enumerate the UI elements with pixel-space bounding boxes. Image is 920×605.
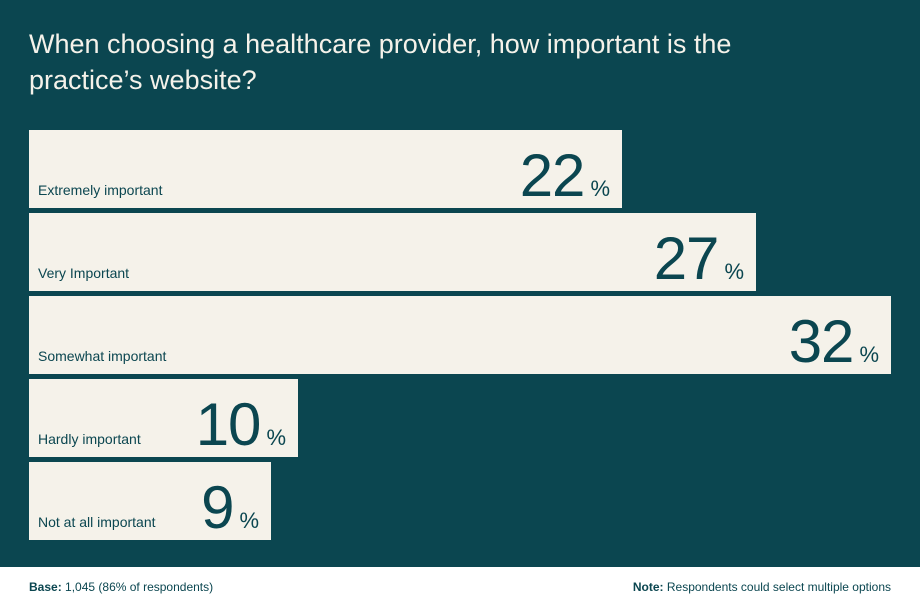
category-label: Extremely important xyxy=(38,182,163,198)
note-label: Note: xyxy=(632,580,664,594)
bar: Hardly important 10% xyxy=(29,379,298,457)
category-label: Somewhat important xyxy=(38,348,167,364)
data-label: 27% xyxy=(653,225,744,292)
chart-footer: Base: 1,045 (86% of respondents) Note: R… xyxy=(0,567,920,605)
data-label: 22% xyxy=(519,142,610,209)
percent-sign: % xyxy=(859,342,879,367)
chart-title: When choosing a healthcare provider, how… xyxy=(29,29,732,95)
data-label: 32% xyxy=(788,308,879,375)
data-value: 10 xyxy=(195,391,262,458)
data-value: 9 xyxy=(201,474,234,541)
multi-select-note: Note: Respondents could select multiple … xyxy=(633,580,891,594)
percent-sign: % xyxy=(239,508,259,533)
bar: Somewhat important 32% xyxy=(29,296,891,374)
data-value: 22 xyxy=(519,142,586,209)
category-label: Hardly important xyxy=(38,431,141,447)
percent-sign: % xyxy=(724,259,744,284)
bar-chart: Extremely important 22% Very Important 27% S… xyxy=(29,130,891,540)
base-label: Base: xyxy=(29,580,62,594)
data-value: 32 xyxy=(788,308,855,375)
data-label: 9% xyxy=(201,474,259,541)
bar: Not at all important 9% xyxy=(29,462,271,540)
bar: Very Important 27% xyxy=(29,213,756,291)
bar: Extremely important 22% xyxy=(29,130,622,208)
category-label: Very Important xyxy=(38,265,130,281)
category-label: Not at all important xyxy=(38,514,156,530)
chart-panel: When choosing a healthcare provider, how… xyxy=(0,0,920,567)
base-note: Base: 1,045 (86% of respondents) xyxy=(29,580,213,594)
data-label: 10% xyxy=(195,391,286,458)
data-value: 27 xyxy=(653,225,720,292)
note-text: Respondents could select multiple option… xyxy=(666,580,891,594)
percent-sign: % xyxy=(590,176,610,201)
percent-sign: % xyxy=(266,425,286,450)
base-text: 1,045 (86% of respondents) xyxy=(65,580,214,594)
